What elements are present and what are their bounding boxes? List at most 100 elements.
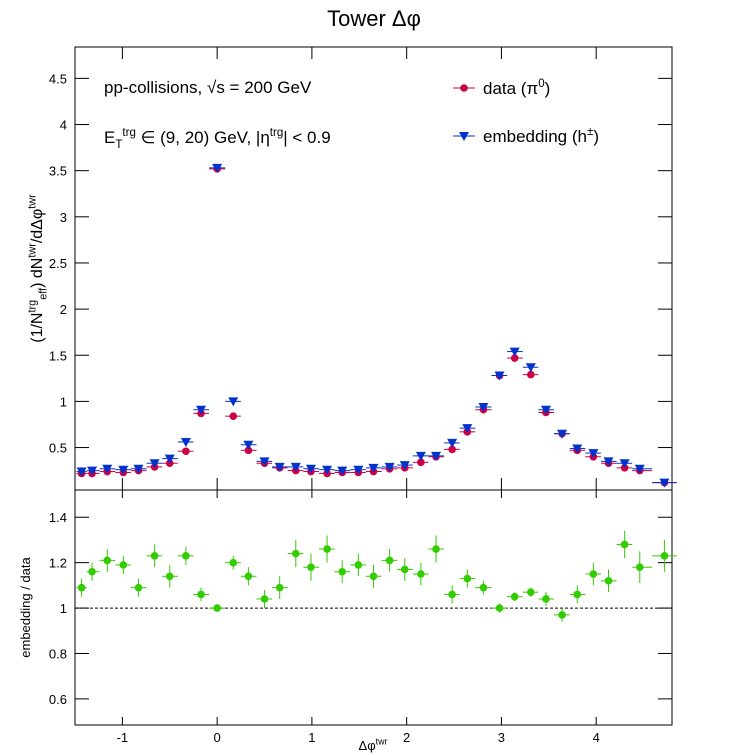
marker xyxy=(134,583,143,592)
annotation-part: E xyxy=(104,128,115,147)
y-tick-label: 1.5 xyxy=(49,348,67,363)
legend-label-part: ) xyxy=(545,79,551,98)
marker xyxy=(509,347,520,357)
marker xyxy=(337,466,348,476)
marker xyxy=(369,572,378,581)
marker xyxy=(353,465,364,475)
marker xyxy=(620,540,629,549)
marker xyxy=(479,583,488,592)
marker xyxy=(462,424,473,434)
y-tick-label: 3 xyxy=(60,210,67,225)
marker xyxy=(77,583,86,592)
y-tick-label: 0.6 xyxy=(49,692,67,707)
marker xyxy=(431,451,442,461)
y-axis-label-part: embedding / data xyxy=(18,557,33,658)
marker xyxy=(197,590,205,599)
annotation: ETtrg ∈ (9, 20) GeV, |ηtrg| < 0.9 xyxy=(104,127,331,151)
x-tick-label: 2 xyxy=(403,730,410,745)
y-tick-label: 1 xyxy=(60,601,67,616)
marker xyxy=(118,465,129,475)
marker xyxy=(213,604,221,612)
marker xyxy=(149,459,160,469)
annotation-part: pp-collisions, √s = 200 GeV xyxy=(104,78,312,97)
marker xyxy=(119,561,128,569)
marker xyxy=(322,465,333,475)
y-axis-label: (1/Ntrgeff) dNtwr/dΔφtwr xyxy=(26,194,49,343)
marker xyxy=(399,461,410,471)
marker xyxy=(510,354,519,362)
marker xyxy=(417,570,425,578)
marker xyxy=(494,371,505,381)
plot-frame xyxy=(74,489,673,726)
annotation-part: T xyxy=(115,139,122,151)
marker xyxy=(463,574,472,583)
marker xyxy=(527,370,535,379)
marker xyxy=(540,405,551,415)
annotation-part: trg xyxy=(270,127,283,139)
marker xyxy=(354,561,363,569)
marker xyxy=(432,545,440,553)
marker xyxy=(385,556,394,565)
marker xyxy=(307,563,315,571)
marker xyxy=(229,558,238,567)
y-axis-label: embedding / data xyxy=(18,557,33,658)
marker xyxy=(275,583,284,592)
marker xyxy=(291,549,300,558)
marker xyxy=(76,467,87,477)
marker xyxy=(212,163,223,173)
y-axis-label-part: twr xyxy=(26,194,38,209)
marker xyxy=(244,572,253,581)
marker xyxy=(527,588,535,596)
annotation-part: | < 0.9 xyxy=(283,128,330,147)
marker xyxy=(604,577,613,585)
legend-marker xyxy=(460,84,468,92)
marker xyxy=(557,429,568,439)
annotation: pp-collisions, √s = 200 GeV xyxy=(104,78,312,97)
marker xyxy=(542,595,550,603)
marker xyxy=(415,451,426,461)
y-tick-label: 2 xyxy=(60,302,67,317)
marker xyxy=(243,440,254,450)
marker xyxy=(229,412,238,420)
marker xyxy=(525,363,536,373)
chart-title: Tower Δφ xyxy=(327,6,421,31)
marker xyxy=(323,545,331,553)
x-tick-label: 1 xyxy=(308,730,315,745)
y-axis-label-part: ) dN xyxy=(29,258,46,288)
marker xyxy=(305,464,316,474)
marker xyxy=(478,402,489,412)
marker xyxy=(133,464,144,474)
marker xyxy=(573,590,582,599)
marker xyxy=(448,445,456,454)
y-tick-label: 3.5 xyxy=(49,164,67,179)
marker xyxy=(150,552,159,560)
marker xyxy=(384,462,395,472)
y-tick-label: 2.5 xyxy=(49,256,67,271)
y-axis-label-part: (1/N xyxy=(29,313,46,343)
y-axis-label-part: /dΔφ xyxy=(29,209,46,243)
legend-marker xyxy=(459,132,469,141)
marker xyxy=(338,567,347,576)
marker xyxy=(635,563,644,571)
x-axis-label: Δφtwr xyxy=(359,737,388,753)
marker xyxy=(102,464,113,474)
legend-label-part: ) xyxy=(593,127,599,146)
marker xyxy=(619,459,630,469)
marker xyxy=(495,604,504,612)
marker xyxy=(244,446,253,455)
legend-label-part: embedding (h xyxy=(483,127,587,146)
marker xyxy=(589,570,598,578)
marker xyxy=(182,447,190,456)
marker xyxy=(659,478,670,488)
marker xyxy=(400,565,409,574)
marker xyxy=(196,405,207,415)
marker xyxy=(572,444,583,454)
y-tick-label: 0.5 xyxy=(49,441,67,456)
x-tick-label: 3 xyxy=(498,730,505,745)
y-tick-label: 4.5 xyxy=(49,71,67,86)
x-tick-label: -1 xyxy=(117,730,129,745)
y-tick-label: 1.4 xyxy=(49,510,67,525)
x-tick-label: 4 xyxy=(593,730,600,745)
